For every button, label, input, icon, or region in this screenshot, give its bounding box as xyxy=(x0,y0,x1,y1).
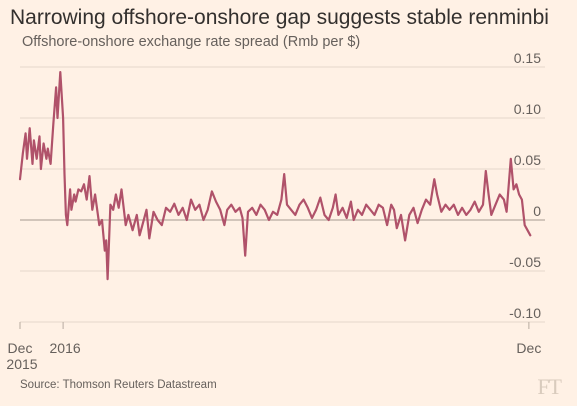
grid-lines xyxy=(20,66,545,323)
y-tick-label: -0.10 xyxy=(509,305,541,321)
x-tick-label: Dec xyxy=(516,340,541,356)
y-tick-label: -0.05 xyxy=(509,254,541,270)
source-note: Source: Thomson Reuters Datastream xyxy=(20,379,217,391)
chart-subtitle: Offshore-onshore exchange rate spread (R… xyxy=(22,34,361,50)
series-layer xyxy=(18,71,532,281)
x-year-label: 2016 xyxy=(50,340,81,356)
x-tick-label: Dec xyxy=(8,340,33,356)
y-tick-label: 0.10 xyxy=(514,101,541,117)
chart-title: Narrowing offshore-onshore gap suggests … xyxy=(10,6,549,29)
y-tick-label: 0.05 xyxy=(514,152,541,168)
y-tick-label: 0.15 xyxy=(514,50,541,66)
ft-logo: FT xyxy=(537,374,562,399)
x-tick-sublabel: 2015 xyxy=(6,356,37,372)
series-line-spread xyxy=(18,71,532,281)
y-tick-label: 0 xyxy=(533,203,541,219)
